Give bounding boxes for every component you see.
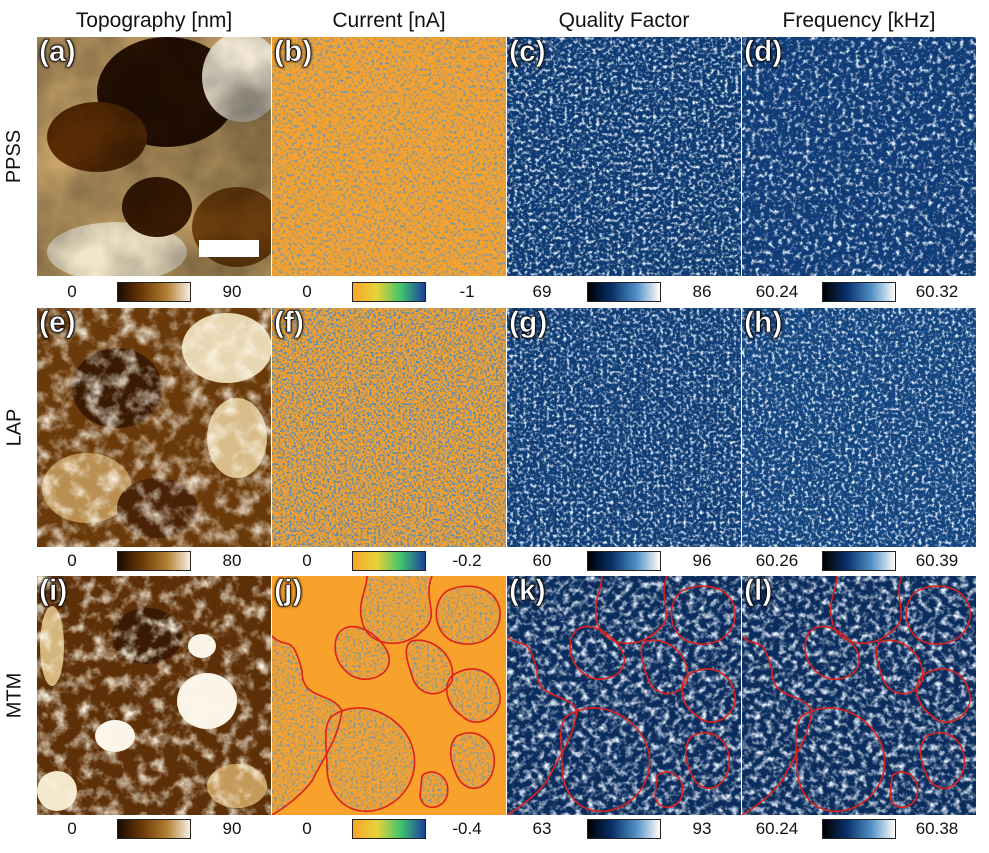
- row-label-ppss: PPSS: [0, 37, 30, 276]
- current-image: [272, 576, 506, 815]
- panel-f-current-lap: (f): [272, 308, 506, 547]
- panel-e-topography-lap: (e): [37, 308, 271, 547]
- colorbar-min: 0: [302, 551, 312, 570]
- row-label-lap: LAP: [0, 308, 30, 547]
- panel-b-current-ppss: (b): [272, 37, 506, 276]
- panel-label-k: (k): [509, 576, 546, 607]
- column-title-current: Current [nA]: [332, 9, 446, 32]
- column-title-quality-factor: Quality Factor: [558, 9, 690, 32]
- colorbar-gradient: [587, 819, 661, 839]
- frequency-image: [742, 308, 976, 547]
- colorbar-min: 60: [532, 551, 552, 570]
- colorbar-max: 80: [222, 551, 242, 570]
- colorbar-max: 60.39: [915, 551, 959, 570]
- colorbar-gradient: [587, 551, 661, 571]
- panel-label-f: (f): [274, 308, 305, 339]
- quality-factor-image: [507, 308, 741, 547]
- frequency-image: [742, 576, 976, 815]
- panel-j-current-mtm: (j): [272, 576, 506, 815]
- colorbar-current-lap: 0 -0.2: [272, 549, 506, 573]
- colorbar-max: 60.32: [915, 282, 959, 301]
- panel-label-g: (g): [509, 308, 548, 339]
- colorbar-min: 0: [302, 282, 312, 301]
- topography-image: [37, 308, 271, 547]
- panel-i-topography-mtm: (i): [37, 576, 271, 815]
- colorbar-max: 96: [692, 551, 712, 570]
- colorbar-topography-lap: 0 80: [37, 549, 271, 573]
- panel-label-l: (l): [744, 576, 773, 607]
- row-label-ppss-text: PPSS: [3, 129, 26, 184]
- colorbar-min: 0: [67, 551, 77, 570]
- colorbar-quality-factor-mtm: 63 93: [507, 817, 741, 841]
- panel-label-i: (i): [39, 576, 68, 607]
- scale-bar: [199, 240, 259, 257]
- colorbar-frequency-lap: 60.26 60.39: [742, 549, 976, 573]
- colorbar-max: 60.38: [915, 819, 959, 838]
- panel-h-frequency-lap: (h): [742, 308, 976, 547]
- colorbar-gradient: [822, 282, 896, 302]
- current-image: [272, 308, 506, 547]
- colorbar-gradient: [822, 819, 896, 839]
- colorbar-min: 60.24: [755, 819, 799, 838]
- colorbar-max: -1: [459, 282, 475, 301]
- frequency-image: [742, 37, 976, 276]
- panel-a-topography-ppss: (a): [37, 37, 271, 276]
- colorbar-max: -0.2: [452, 551, 482, 570]
- column-title-topography: Topography [nm]: [75, 9, 233, 32]
- colorbar-topography-ppss: 0 90: [37, 280, 271, 304]
- colorbar-min: 0: [67, 819, 77, 838]
- colorbar-quality-factor-ppss: 69 86: [507, 280, 741, 304]
- colorbar-quality-factor-lap: 60 96: [507, 549, 741, 573]
- colorbar-min: 0: [302, 819, 312, 838]
- row-label-lap-text: LAP: [3, 408, 26, 447]
- colorbar-min: 69: [532, 282, 552, 301]
- row-label-mtm-text: MTM: [3, 672, 26, 719]
- colorbar-current-mtm: 0 -0.4: [272, 817, 506, 841]
- colorbar-current-ppss: 0 -1: [272, 280, 506, 304]
- colorbar-min: 0: [67, 282, 77, 301]
- current-image: [272, 37, 506, 276]
- colorbar-min: 60.26: [755, 551, 799, 570]
- colorbar-max: 90: [222, 282, 242, 301]
- panel-g-quality-factor-lap: (g): [507, 308, 741, 547]
- colorbar-max: -0.4: [452, 819, 482, 838]
- panel-k-quality-factor-mtm: (k): [507, 576, 741, 815]
- row-label-mtm: MTM: [0, 576, 30, 815]
- panel-d-frequency-ppss: (d): [742, 37, 976, 276]
- panel-c-quality-factor-ppss: (c): [507, 37, 741, 276]
- panel-label-a: (a): [39, 37, 76, 68]
- colorbar-max: 86: [692, 282, 712, 301]
- colorbar-min: 63: [532, 819, 552, 838]
- colorbar-gradient: [352, 819, 426, 839]
- colorbar-frequency-mtm: 60.24 60.38: [742, 817, 976, 841]
- colorbar-min: 60.24: [755, 282, 799, 301]
- panel-label-d: (d): [744, 37, 783, 68]
- topography-image: [37, 576, 271, 815]
- colorbar-max: 90: [222, 819, 242, 838]
- panel-label-c: (c): [509, 37, 546, 68]
- colorbar-gradient: [117, 551, 191, 571]
- colorbar-gradient: [117, 282, 191, 302]
- panel-label-e: (e): [39, 308, 76, 339]
- colorbar-gradient: [587, 282, 661, 302]
- colorbar-gradient: [352, 282, 426, 302]
- panel-label-h: (h): [744, 308, 783, 339]
- colorbar-gradient: [352, 551, 426, 571]
- panel-label-b: (b): [274, 37, 313, 68]
- colorbar-frequency-ppss: 60.24 60.32: [742, 280, 976, 304]
- colorbar-gradient: [117, 819, 191, 839]
- colorbar-max: 93: [692, 819, 712, 838]
- colorbar-topography-mtm: 0 90: [37, 817, 271, 841]
- column-title-frequency: Frequency [kHz]: [782, 9, 936, 32]
- panel-l-frequency-mtm: (l): [742, 576, 976, 815]
- quality-factor-image: [507, 576, 741, 815]
- panel-label-j: (j): [274, 576, 303, 607]
- quality-factor-image: [507, 37, 741, 276]
- colorbar-gradient: [822, 551, 896, 571]
